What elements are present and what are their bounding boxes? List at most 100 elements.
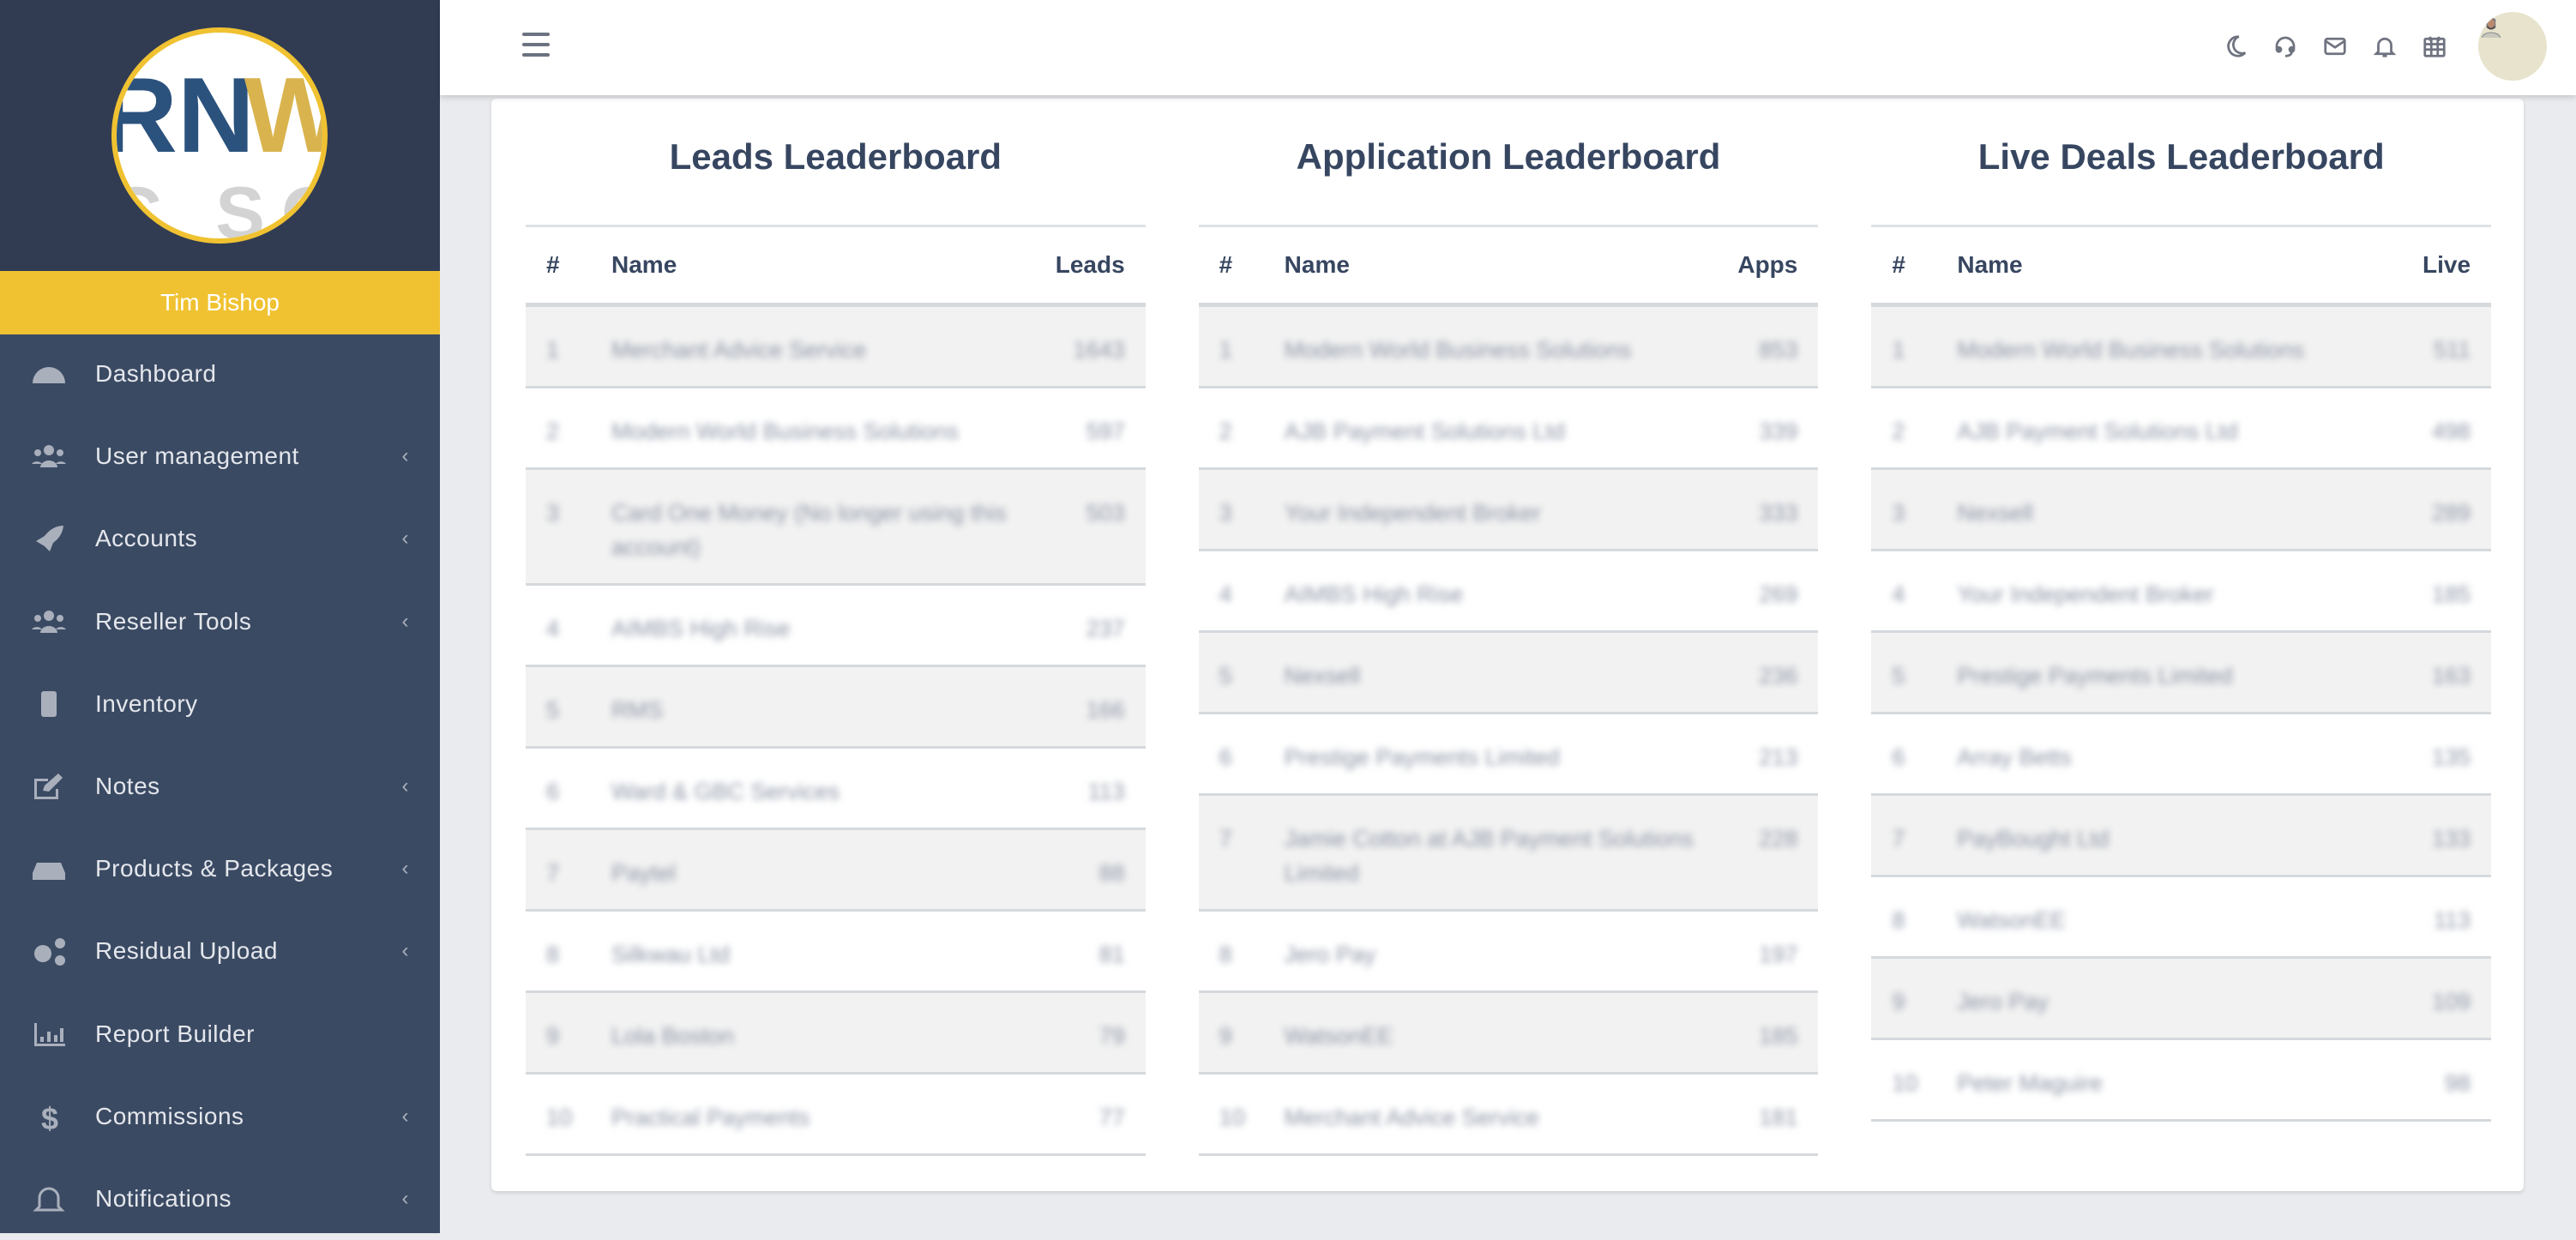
table-row[interactable]: 3 Card One Money (No longer using this a… [526, 468, 1146, 586]
table-row[interactable]: 10 Merchant Advice Service 181 [1198, 1073, 1819, 1156]
table-row[interactable]: 7 Jamie Cotton at AJB Payment Solutions … [1198, 794, 1819, 912]
sidebar-item-label: Report Builder [95, 1020, 255, 1047]
table-row[interactable]: 8 Jero Pay 197 [1198, 910, 1819, 993]
table-row[interactable]: 9 Jero Pay 109 [1871, 957, 2492, 1040]
table-row[interactable]: 2 AJB Payment Solutions Ltd 339 [1198, 387, 1819, 470]
col-count[interactable]: Leads [1055, 225, 1146, 307]
col-rank[interactable]: # [1871, 225, 1958, 307]
sidebar-item-accounts[interactable]: Accounts ‹ [0, 497, 440, 580]
menu-icon[interactable] [522, 33, 550, 57]
sidebar-item-notes[interactable]: Notes ‹ [0, 745, 440, 828]
table-row[interactable]: 6 Prestige Payments Limited 213 [1198, 713, 1819, 796]
table-row[interactable]: 1 Merchant Advice Service 1643 [526, 304, 1146, 388]
col-name[interactable]: Name [611, 225, 1056, 307]
user-name[interactable]: Tim Bishop [0, 271, 440, 334]
table-row[interactable]: 10 Peter Maguire 98 [1871, 1038, 2492, 1122]
count: 853 [1759, 337, 1798, 363]
table-row[interactable]: 1 Modern World Business Solutions 853 [1198, 304, 1819, 388]
table-row[interactable]: 6 Ward & GBC Services 113 [526, 747, 1146, 830]
sidebar-item-label: Notes [95, 773, 160, 800]
count: 109 [2431, 989, 2471, 1014]
table-row[interactable]: 7 PayBought Ltd 133 [1871, 794, 2492, 877]
rank: 1 [1219, 337, 1232, 363]
count: 228 [1759, 826, 1798, 852]
col-name[interactable]: Name [1284, 225, 1738, 307]
name: Prestige Payments Limited [1957, 663, 2233, 689]
table-row[interactable]: 5 Prestige Payments Limited 163 [1871, 631, 2492, 714]
name: Peter Maguire [1957, 1070, 2103, 1096]
svg-text:C SO: C SO [117, 172, 322, 238]
col-rank[interactable]: # [526, 225, 611, 307]
table-row[interactable]: 9 WatsonEE 185 [1198, 991, 1819, 1074]
table-row[interactable]: 5 Nexsell 236 [1198, 631, 1819, 714]
sidebar-item-reseller-tools[interactable]: Reseller Tools ‹ [0, 581, 440, 663]
table-row[interactable]: 3 Your Independent Broker 333 [1198, 468, 1819, 551]
sidebar-item-dashboard[interactable]: Dashboard [0, 333, 440, 415]
sidebar-item-residual-upload[interactable]: Residual Upload ‹ [0, 910, 440, 992]
count: 269 [1759, 581, 1798, 607]
name: WatsonEE [1284, 1023, 1393, 1049]
table-row[interactable]: 8 Silkwau Ltd 81 [526, 910, 1146, 993]
sidebar-item-notifications[interactable]: Notifications ‹ [0, 1158, 440, 1240]
table-row[interactable]: 2 AJB Payment Solutions Ltd 498 [1871, 387, 2492, 470]
col-count[interactable]: Apps [1737, 225, 1819, 307]
sidebar-item-inventory[interactable]: Inventory [0, 663, 440, 745]
chart-bar-icon [28, 1020, 69, 1049]
avatar[interactable] [2478, 12, 2547, 81]
sidebar-item-commissions[interactable]: $ Commissions ‹ [0, 1075, 440, 1158]
count: 597 [1086, 418, 1125, 444]
tachometer-icon [28, 359, 69, 388]
col-count[interactable]: Live [2410, 225, 2492, 307]
table-row[interactable]: 3 Nexsell 289 [1871, 468, 2492, 551]
table-row[interactable]: 4 Your Independent Broker 185 [1871, 550, 2492, 633]
col-name[interactable]: Name [1957, 225, 2410, 307]
chevron-left-icon: ‹ [401, 1104, 409, 1128]
count: 181 [1759, 1105, 1798, 1130]
count: 133 [2431, 826, 2471, 852]
table-row[interactable]: 10 Practical Payments 77 [526, 1073, 1146, 1156]
table-row[interactable]: 2 Modern World Business Solutions 597 [526, 387, 1146, 470]
sidebar-item-user-management[interactable]: User management ‹ [0, 415, 440, 497]
rank: 9 [1219, 1023, 1232, 1049]
company-logo[interactable]: RNWC SO [111, 27, 328, 244]
table-row[interactable]: 4 AIMBS High Rise 237 [526, 584, 1146, 667]
count: 236 [1759, 663, 1798, 689]
name: Lola Boston [611, 1023, 734, 1049]
table-row[interactable]: 8 WatsonEE 113 [1871, 876, 2492, 959]
count: 113 [1087, 779, 1125, 804]
count: 88 [1098, 860, 1125, 886]
dollar-icon: $ [28, 1102, 69, 1131]
rank: 5 [546, 697, 560, 723]
name: Your Independent Broker [1284, 500, 1541, 526]
count: 498 [2431, 418, 2471, 444]
leaderboards-card: Leads Leaderboard # Name Leads 1 Merchan… [491, 99, 2524, 1191]
calendar-icon[interactable] [2422, 33, 2447, 59]
sidebar-item-label: Products & Packages [95, 855, 334, 882]
table-row[interactable]: 6 Array Betts 135 [1871, 713, 2492, 796]
mail-icon[interactable] [2322, 33, 2348, 59]
moon-icon[interactable] [2223, 33, 2248, 59]
table-row[interactable]: 4 AIMBS High Rise 269 [1198, 550, 1819, 633]
name: WatsonEE [1957, 907, 2066, 933]
leaderboard-table: # Name Leads 1 Merchant Advice Service 1… [526, 225, 1146, 1156]
name: AJB Payment Solutions Ltd [1957, 418, 2238, 444]
table-row[interactable]: 5 RMS 166 [526, 665, 1146, 749]
board-title: Live Deals Leaderboard [1977, 136, 2385, 177]
name: Prestige Payments Limited [1284, 744, 1560, 770]
bell-icon[interactable] [2372, 33, 2398, 59]
table-row[interactable]: 7 Paytel 88 [526, 828, 1146, 912]
sidebar-item-report-builder[interactable]: Report Builder [0, 993, 440, 1075]
topbar [440, 0, 2576, 95]
count: 185 [2431, 581, 2471, 607]
sidebar-item-label: Dashboard [95, 360, 217, 388]
col-rank[interactable]: # [1198, 225, 1285, 307]
rank: 9 [546, 1023, 560, 1049]
rank: 7 [1219, 826, 1232, 852]
svg-text:W: W [244, 56, 322, 175]
count: 237 [1086, 616, 1125, 641]
sidebar-item-products-packages[interactable]: Products & Packages ‹ [0, 828, 440, 910]
table-row[interactable]: 9 Lola Boston 79 [526, 991, 1146, 1074]
table-row[interactable]: 1 Modern World Business Solutions 511 [1871, 304, 2492, 388]
rank: 2 [1219, 418, 1232, 444]
headset-icon[interactable] [2272, 33, 2298, 59]
